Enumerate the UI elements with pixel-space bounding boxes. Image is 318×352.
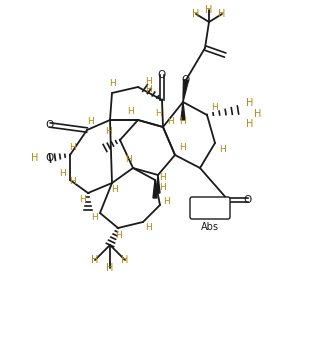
Text: O: O xyxy=(244,195,252,205)
Text: H: H xyxy=(86,118,93,126)
Text: H: H xyxy=(180,118,186,126)
Text: H: H xyxy=(70,144,76,152)
Text: H: H xyxy=(109,78,115,88)
Text: O: O xyxy=(46,120,54,130)
Text: H: H xyxy=(145,224,151,233)
Text: H: H xyxy=(125,156,131,164)
Text: O: O xyxy=(182,75,190,85)
Text: H: H xyxy=(92,214,98,222)
Text: H: H xyxy=(205,5,213,15)
Text: H: H xyxy=(219,145,225,155)
Text: H: H xyxy=(114,231,121,239)
Text: H: H xyxy=(60,169,66,177)
Text: H: H xyxy=(180,144,186,152)
Polygon shape xyxy=(181,102,185,120)
Polygon shape xyxy=(156,175,160,193)
Text: H: H xyxy=(167,118,173,126)
Text: O: O xyxy=(158,70,166,80)
Text: H: H xyxy=(31,153,39,163)
Text: H: H xyxy=(145,77,151,87)
Text: H: H xyxy=(246,98,254,108)
Text: O: O xyxy=(46,153,54,163)
Text: H: H xyxy=(105,127,111,137)
Text: H: H xyxy=(112,186,118,195)
Text: H: H xyxy=(127,107,133,117)
Text: H: H xyxy=(192,9,200,19)
Text: H: H xyxy=(164,197,170,207)
Text: H: H xyxy=(69,177,75,187)
FancyBboxPatch shape xyxy=(190,197,230,219)
Polygon shape xyxy=(183,80,189,102)
Text: H: H xyxy=(80,195,86,205)
Text: H: H xyxy=(160,183,166,193)
Polygon shape xyxy=(153,180,157,198)
Text: H: H xyxy=(160,174,166,182)
Text: H: H xyxy=(91,255,99,265)
Text: H: H xyxy=(121,255,129,265)
Text: H: H xyxy=(246,119,254,129)
Text: H: H xyxy=(211,103,218,113)
Text: H: H xyxy=(254,109,262,119)
Text: H: H xyxy=(155,108,161,118)
Text: H: H xyxy=(218,9,226,19)
Text: H: H xyxy=(106,263,114,273)
Text: H: H xyxy=(145,86,151,94)
Text: Abs: Abs xyxy=(201,222,219,232)
